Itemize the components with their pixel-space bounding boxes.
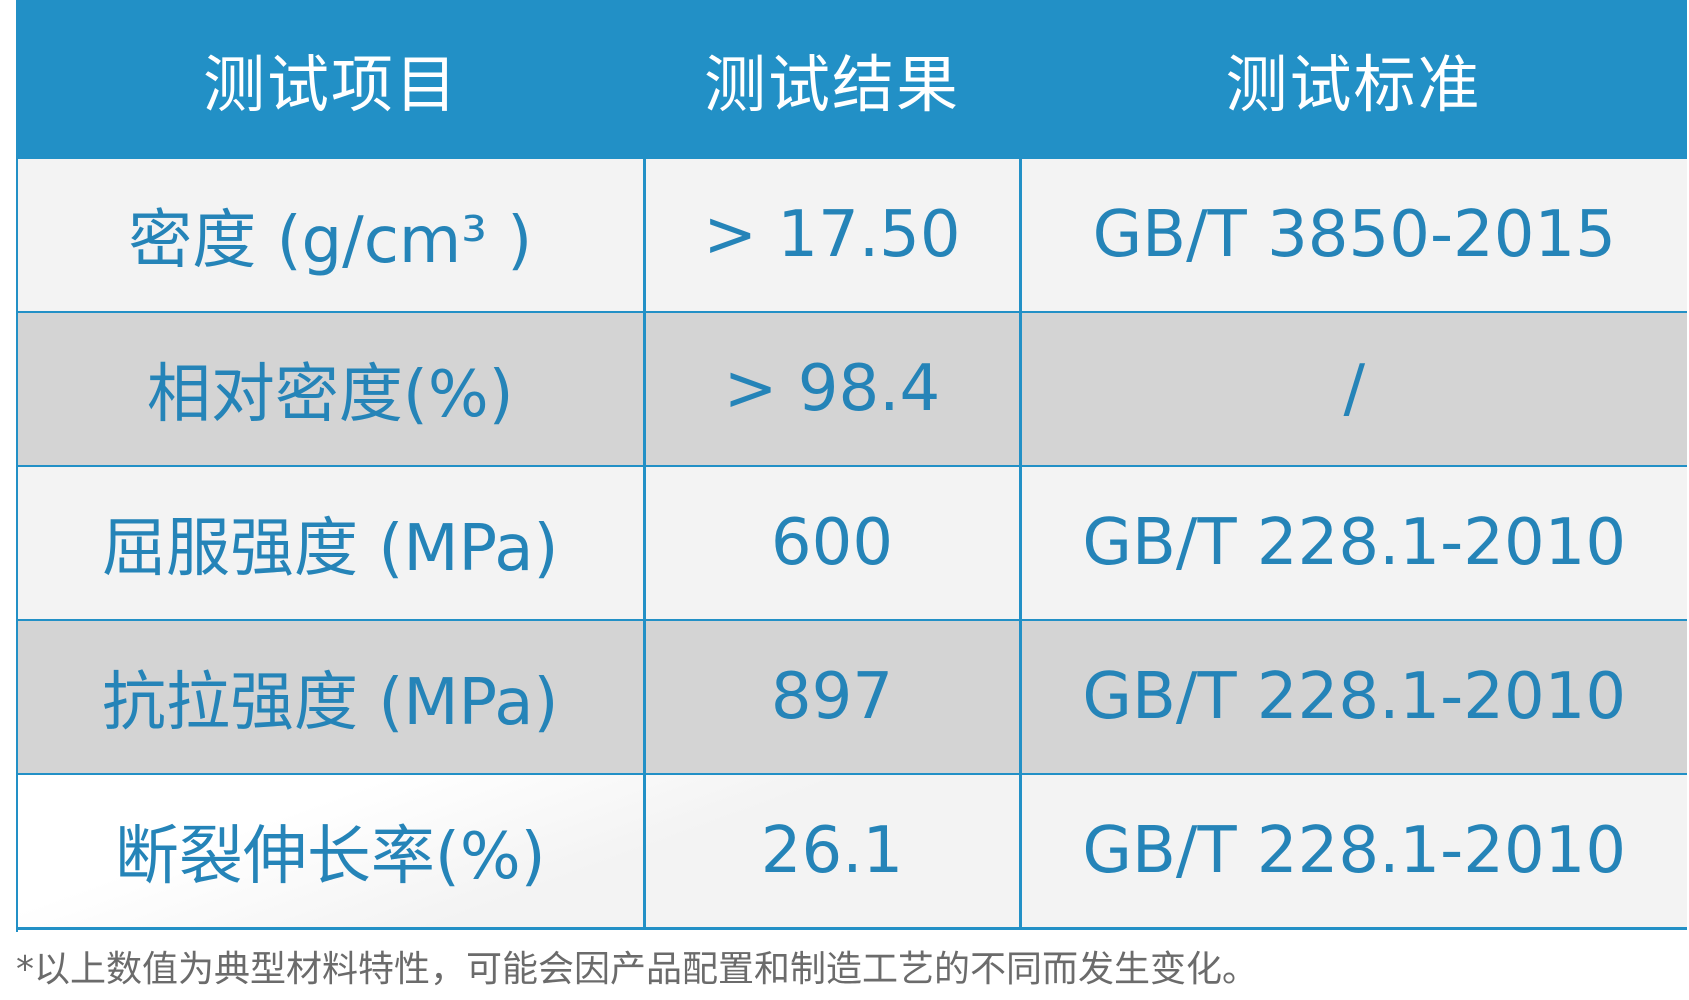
footnote: *以上数值为典型材料特性，可能会因产品配置和制造工艺的不同而发生变化。 [16, 949, 1259, 990]
test-results-table-container: 测试项目 测试结果 测试标准 密度 (g/cm³ ) > 17.50 GB/T … [16, 0, 1687, 932]
cell-standard: GB/T 228.1-2010 [1020, 619, 1687, 775]
cell-standard: GB/T 228.1-2010 [1020, 773, 1687, 930]
table-row: 断裂伸长率(%) 26.1 GB/T 228.1-2010 [18, 773, 1687, 930]
table-body: 密度 (g/cm³ ) > 17.50 GB/T 3850-2015 相对密度(… [18, 157, 1687, 930]
test-results-table: 测试项目 测试结果 测试标准 密度 (g/cm³ ) > 17.50 GB/T … [18, 0, 1687, 930]
table-header: 测试项目 测试结果 测试标准 [18, 0, 1687, 158]
table-row: 屈服强度 (MPa) 600 GB/T 228.1-2010 [18, 465, 1687, 621]
cell-result: 600 [644, 465, 1022, 621]
cell-standard: GB/T 3850-2015 [1020, 157, 1687, 313]
table-row: 密度 (g/cm³ ) > 17.50 GB/T 3850-2015 [18, 157, 1687, 313]
header-test-result: 测试结果 [703, 47, 960, 121]
cell-result: > 98.4 [644, 311, 1022, 467]
cell-item: 抗拉强度 (MPa) [18, 619, 646, 775]
table-row: 相对密度(%) > 98.4 / [18, 311, 1687, 467]
cell-item: 断裂伸长率(%) [18, 773, 646, 930]
cell-standard: GB/T 228.1-2010 [1020, 465, 1687, 621]
cell-result: > 17.50 [644, 157, 1022, 313]
table-row: 抗拉强度 (MPa) 897 GB/T 228.1-2010 [18, 619, 1687, 775]
cell-item: 密度 (g/cm³ ) [18, 157, 646, 313]
cell-item: 相对密度(%) [18, 311, 646, 467]
header-row: 测试项目 测试结果 测试标准 [18, 0, 1687, 158]
cell-result: 26.1 [644, 773, 1022, 930]
cell-result: 897 [644, 619, 1022, 775]
cell-standard: / [1020, 311, 1687, 467]
header-test-item: 测试项目 [202, 47, 459, 121]
cell-item: 屈服强度 (MPa) [18, 465, 646, 621]
header-test-standard: 测试标准 [1225, 47, 1482, 121]
